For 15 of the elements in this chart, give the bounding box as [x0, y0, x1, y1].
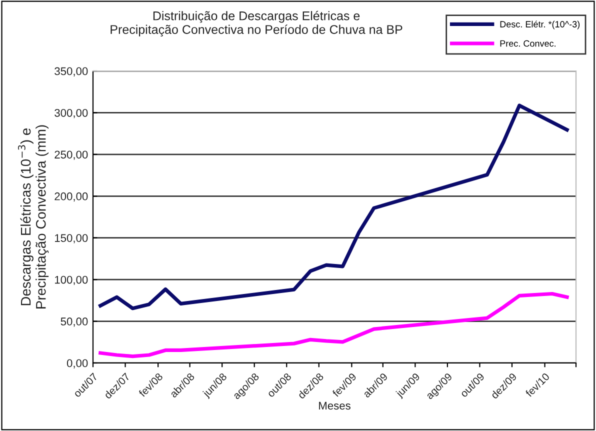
- y-tick-label: 200,00: [54, 192, 88, 202]
- y-tick-label: 300,00: [54, 108, 88, 118]
- legend-label: Prec. Convec.: [500, 40, 556, 47]
- y-tick-label: 150,00: [55, 234, 88, 244]
- line-series: [98, 292, 569, 358]
- line-series: [98, 104, 569, 310]
- chart-title: Distribuição de Descargas Elétricas e Precipitação Convectiva no Período de Chuva na BP: [110, 10, 402, 36]
- y-tick-label: 350,00: [54, 67, 88, 76]
- x-axis-title: Meses: [319, 402, 350, 410]
- legend-label: Desc. Elétr. *(10^-3): [500, 20, 580, 30]
- y-tick-label: 250,00: [54, 150, 88, 160]
- y-axis-title: Descargas Elétricas (10$^{−3}$) e Precipitação Convectiva (mm): [18, 125, 49, 308]
- y-tick-label: 50,00: [60, 318, 88, 327]
- y-tick-label: 0,00: [66, 359, 88, 368]
- y-tick-label: 100,00: [55, 276, 88, 286]
